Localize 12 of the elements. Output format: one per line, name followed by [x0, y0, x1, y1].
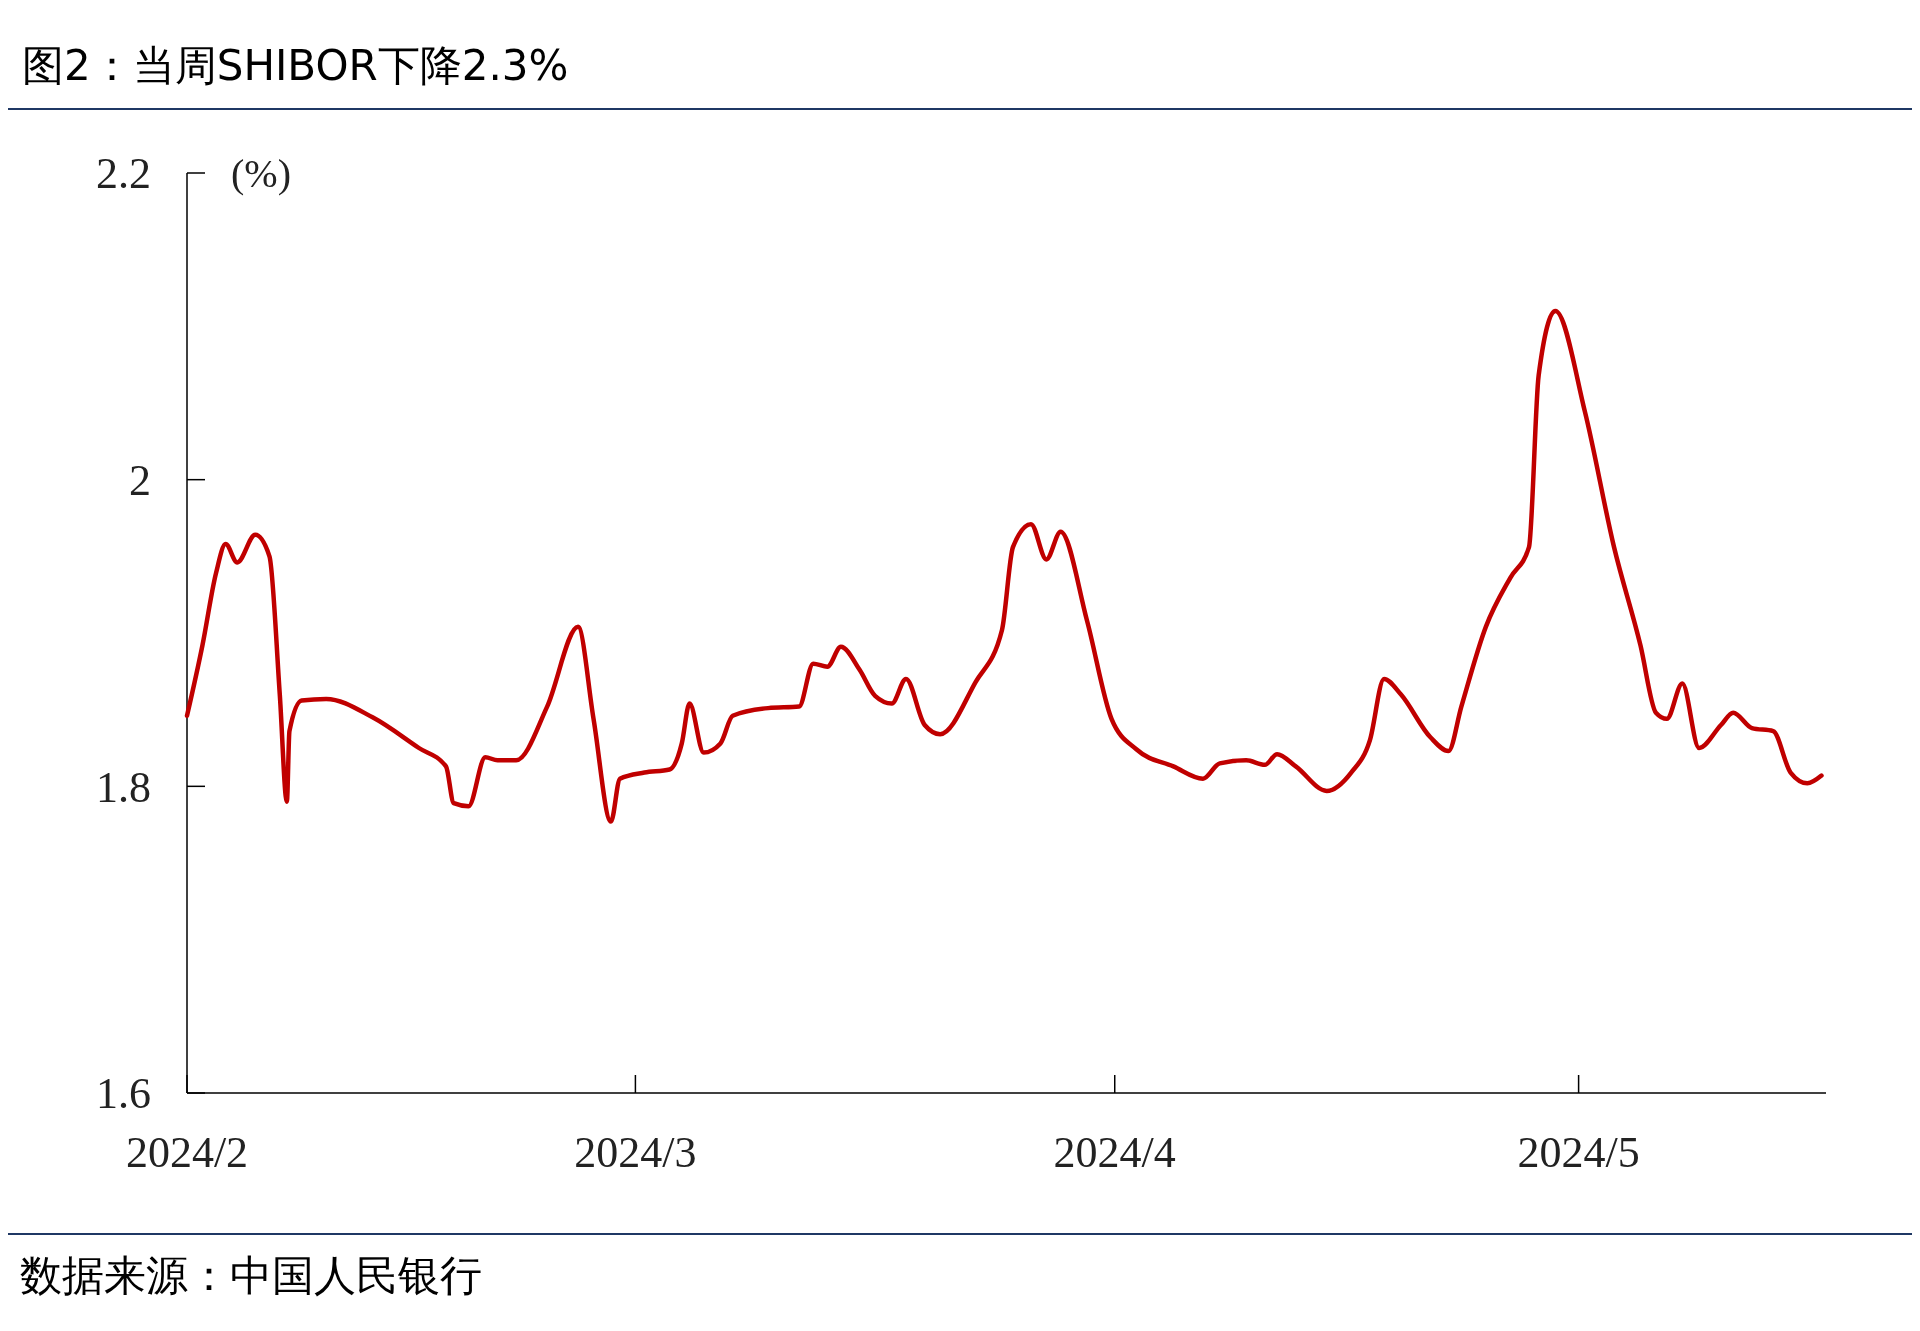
x-tick-label: 2024/3: [574, 1128, 697, 1177]
x-tick-label: 2024/2: [125, 1128, 249, 1177]
source-note: 数据来源：中国人民银行: [20, 1251, 482, 1300]
x-tick-label: 2024/4: [1053, 1128, 1176, 1177]
y-tick-label: 2: [129, 456, 151, 506]
y-axis-title: (%): [231, 151, 291, 196]
x-tick-label: 2024/5: [1517, 1128, 1640, 1177]
chart-title: 图2：当周SHIBOR下降2.3%: [22, 41, 569, 90]
y-tick-label: 1.8: [96, 762, 151, 812]
y-tick-label: 2.2: [96, 149, 151, 199]
line-series: [184, 308, 1824, 824]
y-tick-label: 1.6: [96, 1069, 151, 1119]
